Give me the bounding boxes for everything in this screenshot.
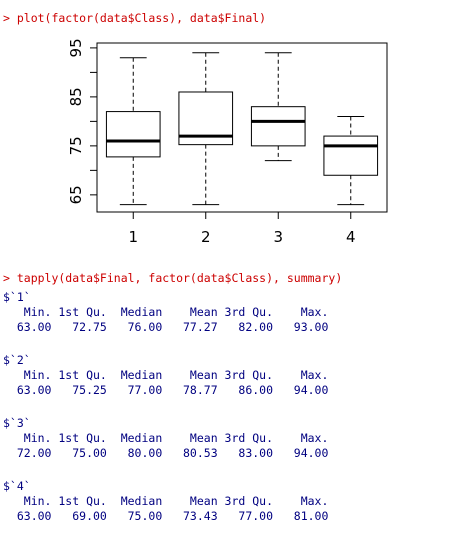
y-tick-label: 65 — [67, 185, 85, 204]
summary-header: Min. 1st Qu. Median Mean 3rd Qu. Max. — [3, 494, 329, 508]
group-label: $`1` — [3, 290, 31, 304]
plot-frame — [96, 42, 388, 213]
console-command-tapply: > tapply(data$Final, factor(data$Class),… — [3, 271, 343, 285]
summary-header: Min. 1st Qu. Median Mean 3rd Qu. Max. — [3, 305, 329, 319]
summary-values: 72.00 75.00 80.00 80.53 83.00 94.00 — [3, 446, 329, 460]
x-tick-label: 1 — [128, 228, 138, 246]
y-tick-label: 95 — [67, 38, 85, 57]
group-label: $`4` — [3, 479, 31, 493]
summary-values: 63.00 75.25 77.00 78.77 86.00 94.00 — [3, 383, 329, 397]
summary-header: Min. 1st Qu. Median Mean 3rd Qu. Max. — [3, 368, 329, 382]
x-tick-label: 4 — [346, 228, 356, 246]
console-command-plot: > plot(factor(data$Class), data$Final) — [3, 11, 267, 25]
x-tick-label: 3 — [273, 228, 283, 246]
summary-values: 63.00 69.00 75.00 73.43 77.00 81.00 — [3, 509, 329, 523]
summary-values: 63.00 72.75 76.00 77.27 82.00 93.00 — [3, 320, 329, 334]
summary-header: Min. 1st Qu. Median Mean 3rd Qu. Max. — [3, 431, 329, 445]
box-body — [250, 106, 306, 147]
box-body — [105, 111, 161, 158]
boxplot-chart: 65 75 85 95 1 2 3 4 — [67, 38, 388, 246]
y-tick-label: 85 — [67, 87, 85, 106]
x-tick-label: 2 — [201, 228, 211, 246]
group-label: $`2` — [3, 353, 31, 367]
box-body — [323, 135, 379, 176]
y-tick-label: 75 — [67, 136, 85, 155]
group-label: $`3` — [3, 416, 31, 430]
